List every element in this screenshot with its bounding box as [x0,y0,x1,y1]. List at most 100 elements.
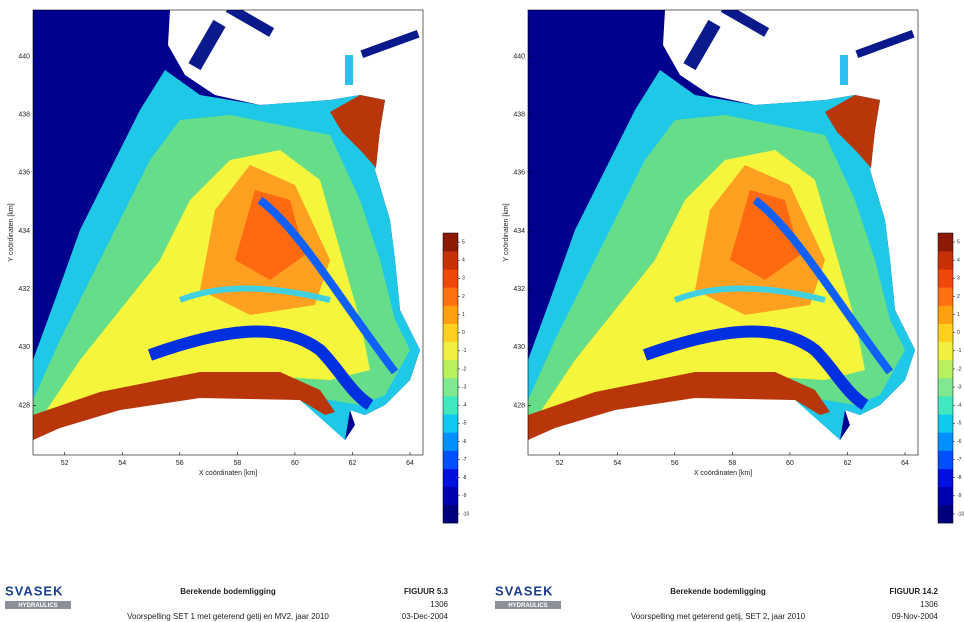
colorbar-band [443,378,458,396]
colorbar-tick-label: -2 [462,366,467,372]
y-tick-label: 436 [513,170,525,177]
x-tick-label: 62 [844,460,852,467]
x-tick-label: 52 [61,460,69,467]
y-tick-label: 440 [513,53,525,60]
colorbar-band [443,469,458,487]
map-panel [528,3,915,440]
colorbar-band [443,414,458,432]
y-tick-label: 432 [18,286,30,293]
x-tick-label: 58 [728,460,736,467]
colorbar-band [443,451,458,469]
project-number: 1306 [430,600,448,609]
x-tick-label: 64 [901,460,909,467]
colorbar-band [938,378,953,396]
footer-date: 03-Dec-2004 [402,612,449,621]
colorbar-band [443,306,458,324]
y-tick-label: 434 [513,228,525,235]
colorbar-tick-label: -9 [957,493,962,499]
colorbar-tick-label: -6 [957,439,962,445]
colorbar-band [443,505,458,523]
colorbar-tick-label: -5 [957,421,962,427]
colorbar-tick-label: 2 [957,294,960,300]
colorbar-tick-label: 0 [462,330,465,336]
x-tick-label: 56 [671,460,679,467]
logo-sub: HYDRAULICS [508,603,547,609]
colorbar-tick-label: -9 [462,493,467,499]
footer-title: Berekende bodemligging [180,587,276,596]
colorbar-tick-label: -10 [957,511,964,517]
x-tick-label: 54 [613,460,621,467]
colorbar-band [443,269,458,287]
colorbar-band [938,451,953,469]
colorbar-tick-label: -2 [957,366,962,372]
bathymetry-map [528,3,915,440]
colorbar-band [938,251,953,269]
figure: 52545658606264428430432434436438440X coö… [0,0,964,622]
colorbar-tick-label: 1 [462,312,465,318]
colorbar-band [938,487,953,505]
project-number: 1306 [920,600,938,609]
x-tick-label: 64 [406,460,414,467]
map-panel [33,3,420,440]
page: {"chart_data": [ {"type": "heatmap", "x_… [0,0,964,622]
colorbar-tick-label: -3 [957,384,962,390]
y-tick-label: 434 [18,228,30,235]
y-tick-label: 430 [18,344,30,351]
y-tick-label: 430 [513,344,525,351]
colorbar-tick-label: -7 [957,457,962,463]
colorbar-band [938,432,953,450]
colorbar-tick-label: 0 [957,330,960,336]
colorbar-band [938,269,953,287]
x-tick-label: 60 [786,460,794,467]
colorbar-band [938,324,953,342]
figure-number: FIGUUR 5.3 [404,587,449,596]
x-tick-label: 56 [176,460,184,467]
colorbar-tick-label: -3 [462,384,467,390]
colorbar-tick-label: -4 [462,403,467,409]
y-axis-label: Y coördinaten [km] [503,203,510,261]
colorbar-band [938,233,953,251]
colorbar-tick-label: -10 [462,511,469,517]
colorbar-band [443,432,458,450]
x-axis-label: X coördinaten [km] [694,470,752,477]
y-tick-label: 438 [18,112,30,119]
colorbar-band [938,287,953,305]
colorbar-band [938,396,953,414]
colorbar-band [443,342,458,360]
colorbar-band [938,342,953,360]
y-tick-label: 436 [18,170,30,177]
body: 52545658606264428430432434436438440X coö… [0,0,964,622]
colorbar-band [443,251,458,269]
colorbar-band [443,360,458,378]
colorbar-band [938,505,953,523]
colorbar-tick-label: 4 [462,258,465,264]
colorbar-tick-label: -6 [462,439,467,445]
footer-title: Berekende bodemligging [670,587,766,596]
colorbar-tick-label: 5 [462,239,465,245]
colorbar-band [938,469,953,487]
y-tick-label: 440 [18,53,30,60]
colorbar-tick-label: -1 [957,348,962,354]
colorbar-tick-label: 4 [957,258,960,264]
colorbar-band [938,414,953,432]
logo: SVASEK [5,583,64,598]
y-tick-label: 428 [18,402,30,409]
footer-subtitle: Voorspelling met geterend getij, SET 2, … [631,612,806,621]
y-tick-label: 428 [513,402,525,409]
x-axis-label: X coördinaten [km] [199,470,257,477]
colorbar-tick-label: 2 [462,294,465,300]
x-tick-label: 58 [233,460,241,467]
colorbar-tick-label: 5 [957,239,960,245]
colorbar-band [443,396,458,414]
colorbar-band [443,233,458,251]
colorbar-tick-label: 1 [957,312,960,318]
colorbar-tick-label: -4 [957,403,962,409]
colorbar-tick-label: 3 [462,276,465,282]
colorbar-band [938,360,953,378]
y-tick-label: 432 [513,286,525,293]
colorbar-tick-label: -7 [462,457,467,463]
x-tick-label: 54 [118,460,126,467]
x-tick-label: 52 [556,460,564,467]
y-axis-label: Y coördinaten [km] [8,203,15,261]
colorbar-band [443,287,458,305]
